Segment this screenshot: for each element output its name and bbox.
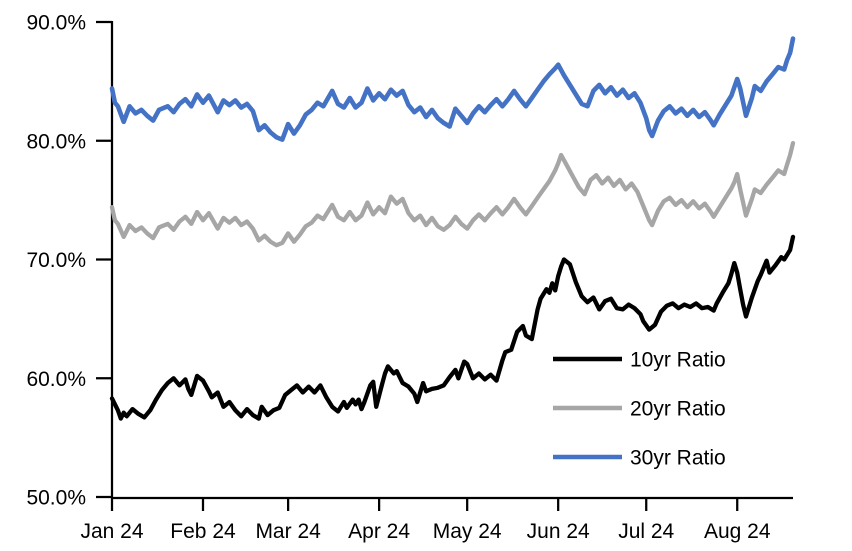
x-tick-label: Jun 24 <box>527 520 590 543</box>
legend-label-10yr: 10yr Ratio <box>630 349 726 372</box>
y-tick-label: 60.0% <box>26 368 86 391</box>
y-axis-ticks <box>96 20 112 499</box>
series-line-10yr-ratio <box>109 234 796 421</box>
series-lines <box>109 36 796 421</box>
x-axis-ticks <box>110 498 739 511</box>
legend: 10yr Ratio 20yr Ratio 30yr Ratio <box>553 349 726 470</box>
x-tick-label: Jan 24 <box>80 520 143 543</box>
x-tick-label: Jul 24 <box>618 520 674 543</box>
x-axis-labels: Jan 24 Feb 24 Mar 24 Apr 24 May 24 Jun 24 Jul … <box>80 520 770 543</box>
y-tick-label: 50.0% <box>26 487 86 510</box>
x-tick-label: Aug 24 <box>704 520 771 543</box>
series-line-30yr-ratio <box>109 36 796 142</box>
x-tick-label: Apr 24 <box>348 520 410 543</box>
y-axis-labels: 90.0% 80.0% 70.0% 60.0% 50.0% <box>26 12 86 510</box>
legend-item-30yr-ratio: 30yr Ratio <box>553 447 726 470</box>
series-line-20yr-ratio <box>109 140 796 248</box>
legend-label-20yr: 20yr Ratio <box>630 398 726 421</box>
legend-item-10yr-ratio: 10yr Ratio <box>553 349 726 372</box>
legend-item-20yr-ratio: 20yr Ratio <box>553 398 726 421</box>
y-tick-label: 90.0% <box>26 12 86 35</box>
x-tick-label: May 24 <box>433 520 502 543</box>
y-tick-label: 70.0% <box>26 249 86 272</box>
y-tick-label: 80.0% <box>26 130 86 153</box>
legend-label-30yr: 30yr Ratio <box>630 447 726 470</box>
x-tick-label: Feb 24 <box>170 520 236 543</box>
x-tick-label: Mar 24 <box>255 520 321 543</box>
